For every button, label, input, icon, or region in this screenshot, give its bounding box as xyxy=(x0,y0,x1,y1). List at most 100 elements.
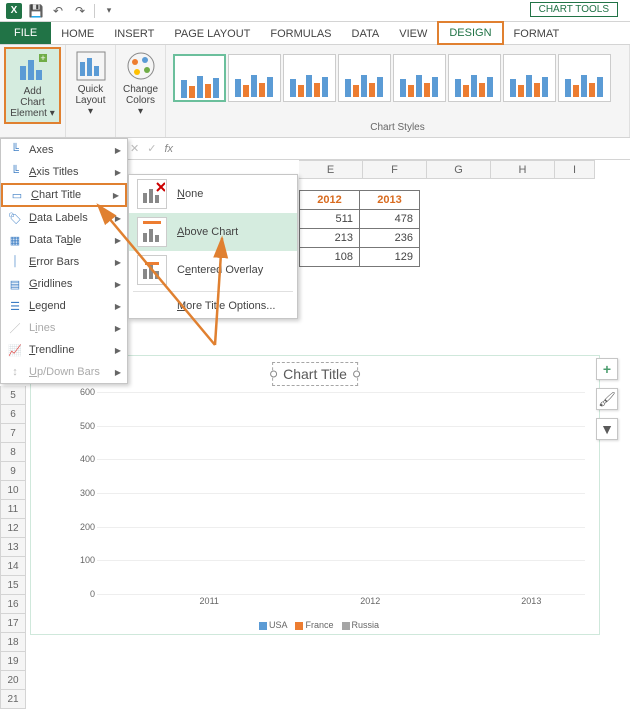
chevron-right-icon: ▶ xyxy=(115,302,121,311)
data-table-icon: ▦ xyxy=(7,232,23,248)
ribbon-body: + Add Chart Element ▾ Quick Layout ▾ Cha… xyxy=(0,45,630,138)
tab-insert[interactable]: INSERT xyxy=(104,24,164,44)
row-header[interactable]: 14 xyxy=(0,557,26,576)
row-header[interactable]: 6 xyxy=(0,405,26,424)
qat-divider xyxy=(94,4,95,18)
row-header[interactable]: 20 xyxy=(0,671,26,690)
chart-style-thumb[interactable] xyxy=(448,54,501,102)
column-header[interactable]: H xyxy=(491,160,555,179)
row-header[interactable]: 12 xyxy=(0,519,26,538)
menu-label: Axis Titles xyxy=(29,166,79,178)
chevron-right-icon: ▶ xyxy=(115,368,121,377)
menu-item-trendline[interactable]: 📈Trendline▶ xyxy=(1,339,127,361)
row-header[interactable]: 13 xyxy=(0,538,26,557)
menu-label: Legend xyxy=(29,300,66,312)
chart-style-thumb[interactable] xyxy=(503,54,556,102)
change-colors-icon xyxy=(125,50,157,82)
y-tick-label: 600 xyxy=(80,387,95,397)
none-icon xyxy=(137,179,167,209)
menu-item-chart-title[interactable]: ▭Chart Title▶ xyxy=(1,183,127,207)
y-tick-label: 100 xyxy=(80,555,95,565)
row-header[interactable]: 18 xyxy=(0,633,26,652)
row-header[interactable]: 17 xyxy=(0,614,26,633)
row-header[interactable]: 15 xyxy=(0,576,26,595)
undo-icon[interactable]: ↶ xyxy=(50,3,66,19)
menu-item-data-labels[interactable]: 🏷Data Labels▶ xyxy=(1,207,127,229)
chart-elements-button[interactable]: + xyxy=(596,358,618,380)
enter-icon[interactable]: ✓ xyxy=(147,142,156,155)
y-tick-label: 500 xyxy=(80,421,95,431)
row-header[interactable]: 5 xyxy=(0,386,26,405)
customize-qat-icon[interactable]: ▾ xyxy=(101,3,117,19)
table-cell: 129 xyxy=(360,248,420,267)
chart-title[interactable]: Chart Title xyxy=(272,362,358,386)
chart-style-thumb[interactable] xyxy=(173,54,226,102)
menu-label: Lines xyxy=(29,322,55,334)
add-chart-element-label: Add Chart Element ▾ xyxy=(10,86,55,119)
chart-styles-gallery[interactable] xyxy=(170,47,625,109)
tab-view[interactable]: VIEW xyxy=(389,24,437,44)
quick-layout-button[interactable]: Quick Layout ▾ xyxy=(70,47,111,120)
submenu-label: Above Chart xyxy=(177,226,238,238)
chart-style-thumb[interactable] xyxy=(283,54,336,102)
column-header[interactable]: G xyxy=(427,160,491,179)
tab-data[interactable]: DATA xyxy=(342,24,390,44)
column-header[interactable]: I xyxy=(555,160,595,179)
cancel-icon[interactable]: ✕ xyxy=(130,142,139,155)
chart-object[interactable]: Chart Title 0100200300400500600 20112012… xyxy=(30,355,600,635)
menu-item-lines: ／Lines▶ xyxy=(1,317,127,339)
chevron-right-icon: ▶ xyxy=(115,324,121,333)
submenu-item-none[interactable]: None xyxy=(129,175,297,213)
row-header[interactable]: 9 xyxy=(0,462,26,481)
chart-style-thumb[interactable] xyxy=(393,54,446,102)
menu-item-axis-titles[interactable]: ╚Axis Titles▶ xyxy=(1,161,127,183)
legend-swatch xyxy=(295,622,303,630)
save-icon[interactable]: 💾 xyxy=(28,3,44,19)
column-header[interactable]: F xyxy=(363,160,427,179)
menu-label: Data Labels xyxy=(29,212,88,224)
brush-icon: 🖌 xyxy=(598,391,616,408)
submenu-item-more-options[interactable]: More Title Options... xyxy=(129,294,297,318)
add-chart-element-button[interactable]: + Add Chart Element ▾ xyxy=(4,47,61,124)
menu-item-axes[interactable]: ╚Axes▶ xyxy=(1,139,127,161)
menu-item-gridlines[interactable]: ▤Gridlines▶ xyxy=(1,273,127,295)
row-header[interactable]: 21 xyxy=(0,690,26,709)
menu-item-legend[interactable]: ☰ Legend ▶ xyxy=(1,295,127,317)
menu-label: Up/Down Bars xyxy=(29,366,100,378)
y-axis: 0100200300400500600 xyxy=(71,392,97,594)
row-header[interactable]: 19 xyxy=(0,652,26,671)
row-header[interactable]: 11 xyxy=(0,500,26,519)
chart-style-thumb[interactable] xyxy=(228,54,281,102)
menu-item-data-table[interactable]: ▦Data Table▶ xyxy=(1,229,127,251)
tab-home[interactable]: HOME xyxy=(51,24,104,44)
y-tick-label: 400 xyxy=(80,454,95,464)
chevron-right-icon: ▶ xyxy=(115,236,121,245)
group-add-chart-element: + Add Chart Element ▾ xyxy=(0,45,66,137)
redo-icon[interactable]: ↷ xyxy=(72,3,88,19)
row-header[interactable]: 10 xyxy=(0,481,26,500)
chart-style-thumb[interactable] xyxy=(338,54,391,102)
tab-file[interactable]: FILE xyxy=(0,21,51,44)
tab-formulas[interactable]: FORMULAS xyxy=(260,24,341,44)
x-tick-label: 2013 xyxy=(521,596,541,606)
excel-icon: X xyxy=(6,3,22,19)
submenu-item-centered-overlay[interactable]: Centered Overlay xyxy=(129,251,297,289)
legend-icon: ☰ xyxy=(7,298,23,314)
chart-style-thumb[interactable] xyxy=(558,54,611,102)
change-colors-button[interactable]: Change Colors ▾ xyxy=(119,47,162,120)
chart-styles-button[interactable]: 🖌 xyxy=(596,388,618,410)
tab-format[interactable]: FORMAT xyxy=(504,24,570,44)
chart-filters-button[interactable]: ▼ xyxy=(596,418,618,440)
fx-icon[interactable]: fx xyxy=(164,143,173,155)
updown-icon: ↕ xyxy=(7,364,23,380)
row-header[interactable]: 8 xyxy=(0,443,26,462)
tab-pagelayout[interactable]: PAGE LAYOUT xyxy=(164,24,260,44)
submenu-item-above-chart[interactable]: Above Chart xyxy=(129,213,297,251)
row-header[interactable]: 16 xyxy=(0,595,26,614)
column-header[interactable]: E xyxy=(299,160,363,179)
tab-design[interactable]: DESIGN xyxy=(437,21,503,45)
menu-label: Gridlines xyxy=(29,278,72,290)
chevron-right-icon: ▶ xyxy=(115,214,121,223)
menu-item-error-bars[interactable]: ⏐Error Bars▶ xyxy=(1,251,127,273)
row-header[interactable]: 7 xyxy=(0,424,26,443)
